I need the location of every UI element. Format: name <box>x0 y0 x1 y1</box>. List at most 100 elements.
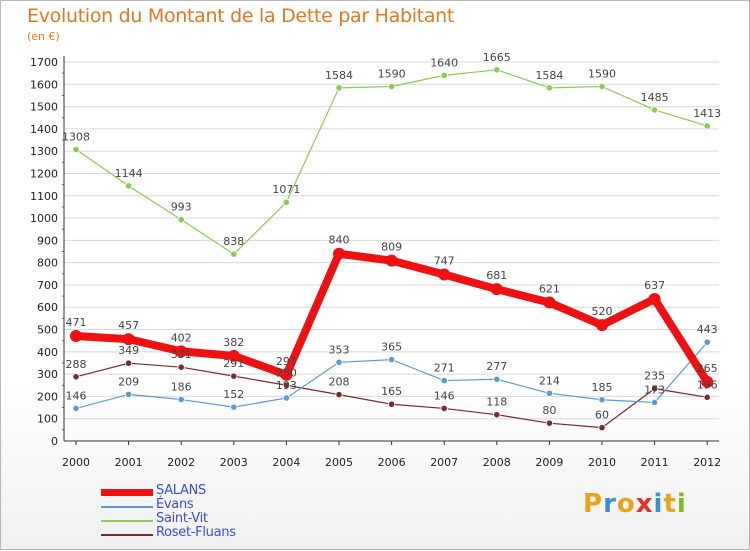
data-label: 331 <box>171 348 192 361</box>
data-label: 60 <box>595 409 609 422</box>
data-label: 681 <box>486 269 507 282</box>
x-tick-label: 2004 <box>272 456 300 469</box>
data-point <box>545 389 554 397</box>
data-label: 214 <box>539 374 560 387</box>
logo-letter: i <box>676 489 687 519</box>
data-point <box>385 254 398 267</box>
data-label: 353 <box>329 343 350 356</box>
x-tick-label: 2005 <box>325 456 353 469</box>
y-tick-label: 1400 <box>30 123 58 136</box>
data-point <box>72 404 80 413</box>
data-point <box>650 398 659 407</box>
data-label: 173 <box>644 383 665 396</box>
data-label: 382 <box>223 336 244 349</box>
y-tick-label: 600 <box>37 301 58 314</box>
data-point <box>125 390 133 399</box>
data-label: 209 <box>118 375 139 388</box>
data-point <box>598 396 606 404</box>
data-label: 288 <box>66 358 87 371</box>
data-label: 840 <box>329 234 350 247</box>
data-point <box>703 338 711 346</box>
data-point <box>490 283 503 296</box>
data-label: 621 <box>539 283 560 296</box>
data-label: 291 <box>223 357 244 370</box>
y-tick-label: 900 <box>37 234 58 247</box>
data-point <box>70 329 82 342</box>
data-label: 1640 <box>430 56 458 69</box>
data-label: 196 <box>697 378 718 391</box>
x-tick-label: 2001 <box>115 456 143 469</box>
data-label: 297 <box>276 355 297 368</box>
data-label: 637 <box>644 279 665 292</box>
data-label: 1584 <box>325 69 353 82</box>
data-label: 1584 <box>535 69 563 82</box>
x-tick-label: 2011 <box>641 456 669 469</box>
y-tick-label: 800 <box>37 257 58 270</box>
data-point <box>701 375 714 388</box>
data-point <box>177 363 185 371</box>
data-point <box>440 404 448 413</box>
logo-letter: x <box>635 489 654 519</box>
data-point <box>125 182 133 190</box>
logo-letter: P <box>583 489 604 519</box>
data-point <box>177 395 185 404</box>
data-point <box>230 250 238 258</box>
data-point <box>438 268 451 281</box>
data-label: 235 <box>644 370 665 383</box>
y-tick-label: 300 <box>37 368 58 381</box>
y-tick-label: 0 <box>51 435 58 448</box>
data-point <box>387 400 396 408</box>
data-point <box>440 376 448 385</box>
data-label: 1485 <box>641 91 669 104</box>
legend-swatch <box>101 489 153 496</box>
x-tick-label: 2012 <box>693 456 721 469</box>
data-point <box>335 358 343 366</box>
data-point <box>175 345 188 358</box>
data-point <box>493 66 501 74</box>
data-label: 520 <box>592 305 613 318</box>
data-point <box>387 82 396 91</box>
logo-letter: r <box>603 489 617 519</box>
chart-title: Evolution du Montant de la Dette par Hab… <box>27 5 455 27</box>
data-label: 1590 <box>378 68 406 81</box>
y-tick-label: 1500 <box>30 101 58 114</box>
y-tick-label: 100 <box>37 413 58 426</box>
y-tick-label: 1600 <box>30 78 58 91</box>
data-point <box>335 391 343 399</box>
data-point <box>493 375 501 383</box>
data-point <box>596 319 608 332</box>
x-tick-label: 2006 <box>378 456 406 469</box>
data-point <box>650 385 659 393</box>
logo-letter: t <box>663 489 677 519</box>
x-tick-label: 2010 <box>588 456 616 469</box>
data-point <box>280 368 293 381</box>
data-label: 152 <box>223 388 244 401</box>
data-point <box>493 411 501 419</box>
data-label: 250 <box>276 366 297 379</box>
data-point <box>282 198 290 206</box>
legend-label: Roset-Fluans <box>156 525 236 540</box>
data-label: 193 <box>276 379 297 392</box>
data-point <box>122 333 135 346</box>
data-label: 993 <box>171 201 192 214</box>
data-label: 271 <box>434 362 455 375</box>
data-label: 471 <box>66 316 87 329</box>
data-point <box>230 403 238 411</box>
data-point <box>648 292 661 305</box>
x-tick-label: 2008 <box>483 456 511 469</box>
y-tick-label: 1200 <box>30 167 58 180</box>
data-label: 118 <box>486 396 507 409</box>
logo-letter: o <box>616 489 636 519</box>
y-tick-label: 400 <box>37 346 58 359</box>
data-point <box>440 71 448 79</box>
data-point <box>703 393 711 401</box>
legend-label: Saint-Vit <box>156 511 208 526</box>
series-line-saint-vit <box>75 69 708 255</box>
x-tick-label: 2009 <box>535 456 563 469</box>
data-point <box>230 372 238 380</box>
data-label: 457 <box>118 319 139 332</box>
data-point <box>72 373 80 381</box>
x-tick-label: 2003 <box>220 456 248 469</box>
data-point <box>598 424 606 432</box>
data-label: 80 <box>542 404 556 417</box>
